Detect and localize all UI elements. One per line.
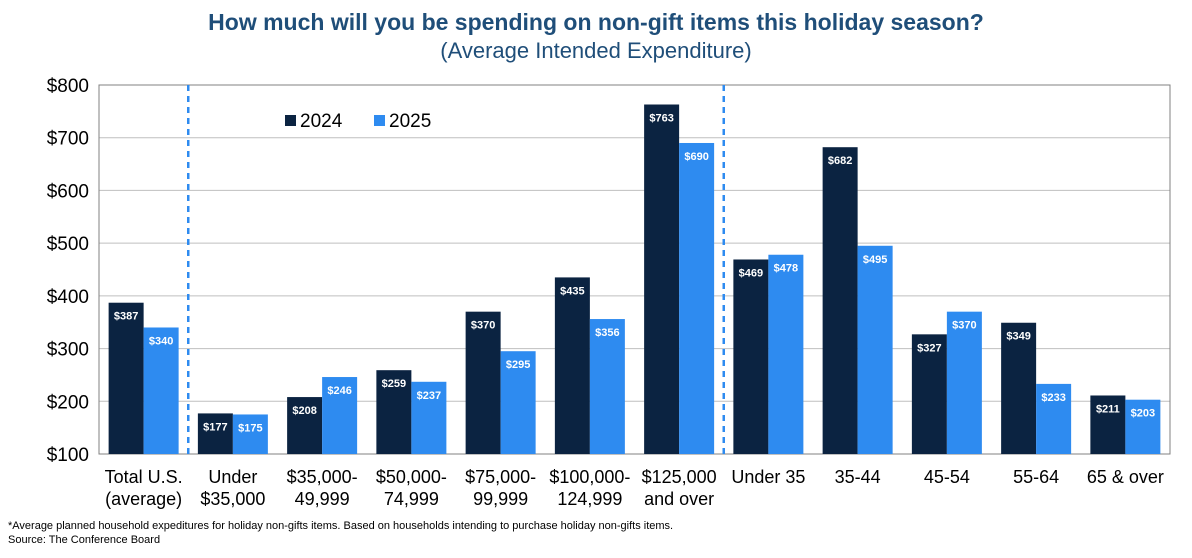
bar-2024 (287, 397, 323, 454)
data-label-2025: $246 (327, 385, 351, 397)
data-label-2024: $469 (739, 267, 763, 279)
data-label-2024: $259 (382, 378, 406, 390)
x-tick-label: $100,000-124,999 (549, 467, 630, 509)
y-tick-label: $600 (47, 181, 89, 202)
data-label-2025: $690 (684, 151, 708, 163)
bar-2024 (554, 277, 590, 454)
x-tick-label: 55-64 (1013, 467, 1059, 487)
y-tick-label: $700 (47, 129, 89, 150)
data-label-2024: $435 (560, 285, 584, 297)
bar-2024 (465, 311, 501, 454)
bar-2024 (376, 370, 412, 454)
y-tick-label: $300 (47, 340, 89, 361)
bar-2024 (822, 147, 858, 454)
footnote: *Average planned household expeditures f… (8, 520, 674, 532)
y-tick-label: $800 (47, 76, 89, 97)
data-label-2025: $237 (417, 390, 441, 402)
x-tick-label: 35-44 (835, 467, 881, 487)
x-tick-label: Total U.S. (average) (105, 467, 183, 509)
legend-label-2025: 2025 (389, 111, 431, 132)
bar-2025 (322, 377, 358, 454)
x-tick-label: 65 & over (1087, 467, 1164, 487)
bar-2025 (857, 245, 893, 454)
data-label-2025: $356 (595, 327, 619, 339)
chart-title: How much will you be spending on non-gif… (208, 9, 984, 35)
data-label-2025: $370 (952, 320, 976, 332)
data-label-2024: $370 (471, 320, 495, 332)
legend-swatch-2024 (285, 115, 296, 126)
legend-label-2024: 2024 (300, 111, 343, 132)
bar-2025 (232, 414, 268, 454)
x-tick-label: $35,000-49,999 (287, 467, 358, 509)
x-tick-label: Under 35 (731, 467, 805, 487)
chart-subtitle: (Average Intended Expenditure) (440, 38, 752, 63)
x-tick-label: Under $35,000 (200, 467, 265, 509)
y-tick-label: $400 (47, 287, 89, 308)
data-label-2024: $211 (1096, 403, 1120, 415)
data-label-2025: $233 (1041, 392, 1065, 404)
x-tick-label: $75,000-99,999 (465, 467, 536, 509)
data-label-2024: $208 (292, 405, 316, 417)
x-tick-label: $125,000 and over (642, 467, 717, 509)
bar-2025 (1125, 399, 1161, 454)
bar-2024 (1001, 322, 1037, 454)
bar-2025 (768, 254, 804, 454)
data-label-2024: $349 (1006, 331, 1030, 343)
data-label-2024: $327 (917, 342, 941, 354)
bar-2024 (108, 302, 144, 454)
bar-2025 (946, 311, 982, 454)
x-tick-label: 45-54 (924, 467, 970, 487)
bar-2024 (197, 413, 233, 454)
bar-2025 (589, 319, 625, 454)
data-label-2025: $340 (149, 335, 173, 347)
bar-2025 (143, 327, 179, 454)
y-tick-label: $200 (47, 392, 89, 413)
bar-2024 (1090, 395, 1126, 454)
bar-2024 (644, 104, 680, 455)
data-label-2024: $177 (203, 421, 227, 433)
data-label-2025: $495 (863, 254, 887, 266)
data-label-2025: $203 (1131, 408, 1155, 420)
bar-2024 (733, 259, 769, 454)
y-tick-label: $100 (47, 445, 89, 466)
legend-swatch-2025 (374, 115, 385, 126)
data-label-2024: $763 (649, 113, 673, 125)
x-tick-label: $50,000-74,999 (376, 467, 447, 509)
data-label-2025: $295 (506, 359, 530, 371)
bar-2025 (679, 142, 715, 454)
bar-2025 (500, 351, 536, 454)
source-note: Source: The Conference Board (8, 534, 161, 546)
data-label-2024: $682 (828, 155, 852, 167)
data-label-2025: $478 (774, 263, 798, 275)
data-label-2024: $387 (114, 311, 138, 323)
data-label-2025: $175 (238, 422, 262, 434)
bar-2025 (411, 381, 447, 454)
bar-2024 (911, 334, 947, 454)
plot-area (98, 84, 1171, 455)
bar-2025 (1036, 383, 1072, 454)
y-tick-label: $500 (47, 234, 89, 255)
